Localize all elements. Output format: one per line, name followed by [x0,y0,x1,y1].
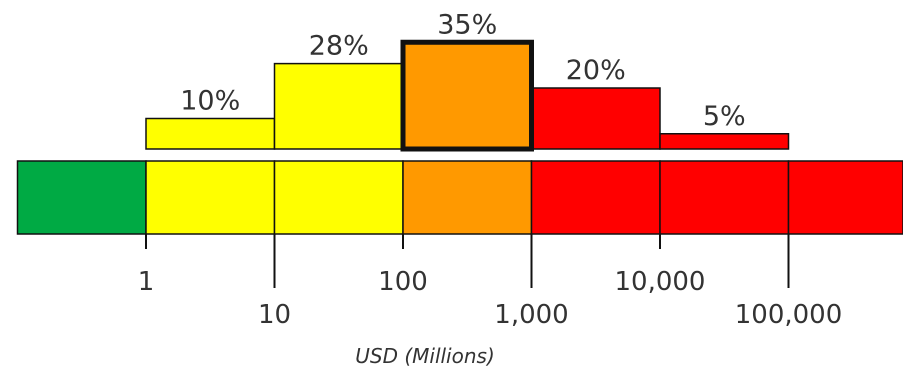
histogram-bar-2 [400,39,534,152]
histogram-bar-4 [659,133,790,150]
x-axis-ticks: 1 10 100 1,000 10,000 100,000 [138,234,843,330]
bar-percent-label-0: 10% [180,86,240,117]
bar-percent-label-1: 28% [309,31,369,62]
tick-label-0: 1 [138,267,155,297]
tick-label-2: 100 [378,267,428,297]
band-segment-5 [659,160,790,235]
histogram-bars [145,39,790,152]
band-segment-3 [402,160,533,235]
band-segment-1 [145,160,276,235]
band-segment-0 [16,160,147,235]
percentage-labels: 10% 28% 35% 20% 5% [180,9,745,132]
tick-label-1: 10 [258,300,291,330]
bar-percent-label-4: 5% [703,101,746,132]
histogram-bar-0 [145,117,276,150]
band-segment-6 [787,160,903,235]
tick-label-4: 10,000 [615,267,706,297]
histogram-bar-3 [530,87,661,150]
band-segment-4 [530,160,661,235]
color-band [16,160,903,235]
x-axis-title: USD (Millions) [355,344,495,368]
band-segment-2 [273,160,404,235]
bar-percent-label-2: 35% [437,9,497,40]
bar-percent-label-3: 20% [566,55,626,86]
histogram-bar-1 [273,62,404,150]
tick-label-3: 1,000 [494,300,568,330]
tick-label-5: 100,000 [735,300,843,330]
